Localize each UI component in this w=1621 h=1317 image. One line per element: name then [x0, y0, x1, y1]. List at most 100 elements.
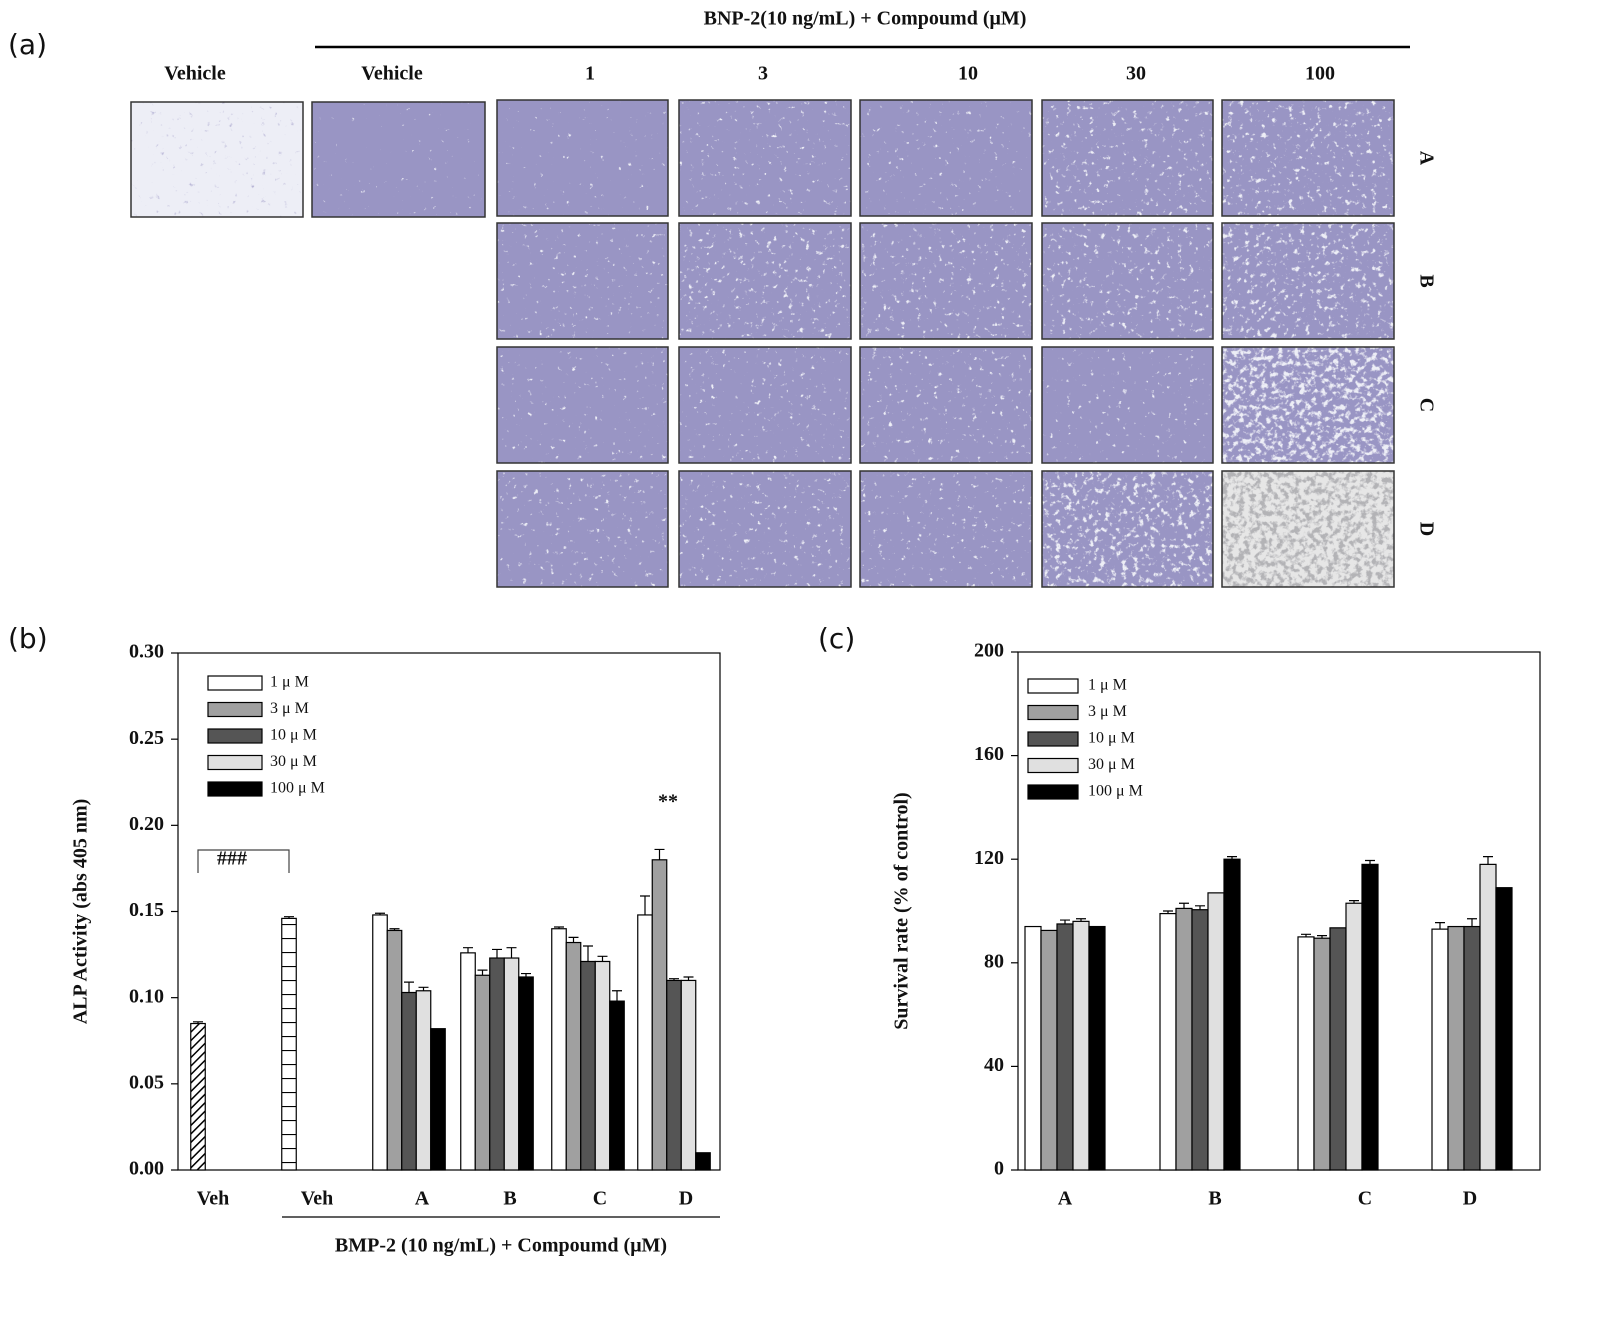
panel-label: (a) [8, 28, 47, 61]
error-bar [1365, 859, 1375, 865]
bar [518, 976, 534, 1171]
panel-label: (b) [8, 622, 48, 655]
micrograph-border [1221, 470, 1395, 588]
legend-label: 10 μ M [1088, 730, 1135, 747]
error-bar [1179, 902, 1189, 909]
micrograph-texture [679, 223, 851, 339]
vehicle-bar [281, 917, 297, 1171]
y-tick-label: 80 [984, 950, 1004, 972]
bar [651, 859, 668, 1171]
bar [1313, 937, 1331, 1171]
column-label: Vehicle [164, 63, 226, 85]
bar [1088, 925, 1106, 1171]
y-tick-label: 200 [974, 640, 1004, 662]
bar [401, 991, 417, 1171]
legend-swatch [207, 675, 263, 691]
micrograph-texture [497, 471, 668, 587]
bar [1431, 928, 1449, 1171]
y-tick-label: 0 [994, 1158, 1004, 1180]
micrograph-texture [1222, 100, 1394, 216]
y-tick-label: 40 [984, 1054, 1004, 1076]
legend-swatch [207, 754, 263, 771]
y-axis-label: ALP Activity (abs 405 nm) [70, 799, 92, 1025]
error-bar [683, 976, 694, 981]
micrograph-texture [1222, 223, 1394, 339]
micrograph-texture [860, 471, 1032, 587]
bar [1072, 920, 1090, 1171]
micrograph-border [1041, 470, 1214, 588]
column-label: Vehicle [361, 63, 423, 85]
x-tick-label: A [1058, 1188, 1073, 1210]
micrograph-border [678, 346, 852, 464]
micrograph-border [678, 222, 852, 340]
x-tick-label: B [1208, 1188, 1221, 1210]
error-bar [654, 848, 665, 860]
legend-label: 30 μ M [270, 753, 317, 770]
micrograph-texture [1222, 471, 1394, 587]
bar [637, 914, 653, 1171]
micrograph-border [859, 99, 1033, 217]
micrograph-border [1221, 222, 1395, 340]
bar [1191, 909, 1209, 1171]
micrograph-border [1221, 99, 1395, 217]
bar [580, 960, 596, 1171]
legend-swatch [207, 728, 263, 744]
bar [1297, 936, 1315, 1171]
bar [666, 979, 682, 1171]
error-bar [404, 981, 414, 993]
micrograph-texture [1042, 347, 1213, 463]
y-tick-label: 0.30 [129, 641, 164, 663]
column-label: 3 [758, 63, 768, 85]
error-bar [1301, 933, 1311, 937]
micrograph-texture [1042, 223, 1213, 339]
error-bar [284, 916, 294, 919]
legend-label: 10 μ M [270, 727, 317, 744]
legend-label: 3 μ M [270, 700, 309, 717]
bar [1056, 923, 1074, 1171]
x-tick-label: D [679, 1188, 693, 1210]
legend-label: 100 μ M [1088, 783, 1143, 800]
micrograph-border [1041, 99, 1214, 217]
legend-label: 30 μ M [1088, 756, 1135, 773]
vehicle-bar [190, 1022, 206, 1171]
error-bar [612, 990, 622, 1002]
micrograph-texture [312, 102, 485, 217]
bar [565, 941, 582, 1171]
panel-label: (c) [818, 622, 855, 655]
error-bar [583, 945, 593, 962]
legend-swatch [1027, 731, 1079, 747]
bar [474, 974, 491, 1171]
legend-swatch [1027, 784, 1079, 800]
bar [1361, 863, 1379, 1171]
error-bar [1317, 935, 1327, 939]
error-bar [1060, 919, 1070, 924]
micrograph-border [1041, 222, 1214, 340]
x-tick-label: C [1358, 1188, 1372, 1210]
legend-swatch [207, 781, 263, 797]
significance-bracket [197, 849, 290, 873]
error-bar [477, 969, 488, 976]
row-label: A [1415, 151, 1437, 166]
row-label: B [1415, 274, 1437, 287]
y-tick-label: 0.10 [129, 985, 164, 1007]
x-tick-label: D [1463, 1188, 1477, 1210]
y-tick-label: 160 [974, 743, 1004, 765]
bar [1345, 902, 1363, 1171]
micrograph-texture [497, 100, 668, 216]
error-bar [669, 978, 679, 981]
micrograph-border [1221, 346, 1395, 464]
micrograph-texture [131, 102, 303, 217]
legend-swatch [1027, 678, 1079, 694]
legend-label: 1 μ M [270, 674, 309, 691]
column-label: 1 [585, 63, 595, 85]
x-axis-label: BMP-2 (10 ng/mL) + Compoumd (μM) [335, 1235, 667, 1257]
header: BNP-2(10 ng/mL) + Compoumd (μM) [704, 8, 1027, 30]
error-bar [554, 926, 564, 929]
annotation: ** [658, 791, 678, 813]
error-bar [1227, 856, 1237, 860]
error-bar [1195, 905, 1205, 910]
y-tick-label: 0.25 [129, 727, 164, 749]
bar [1463, 925, 1481, 1171]
bar [1447, 925, 1465, 1171]
bar [1207, 892, 1225, 1171]
